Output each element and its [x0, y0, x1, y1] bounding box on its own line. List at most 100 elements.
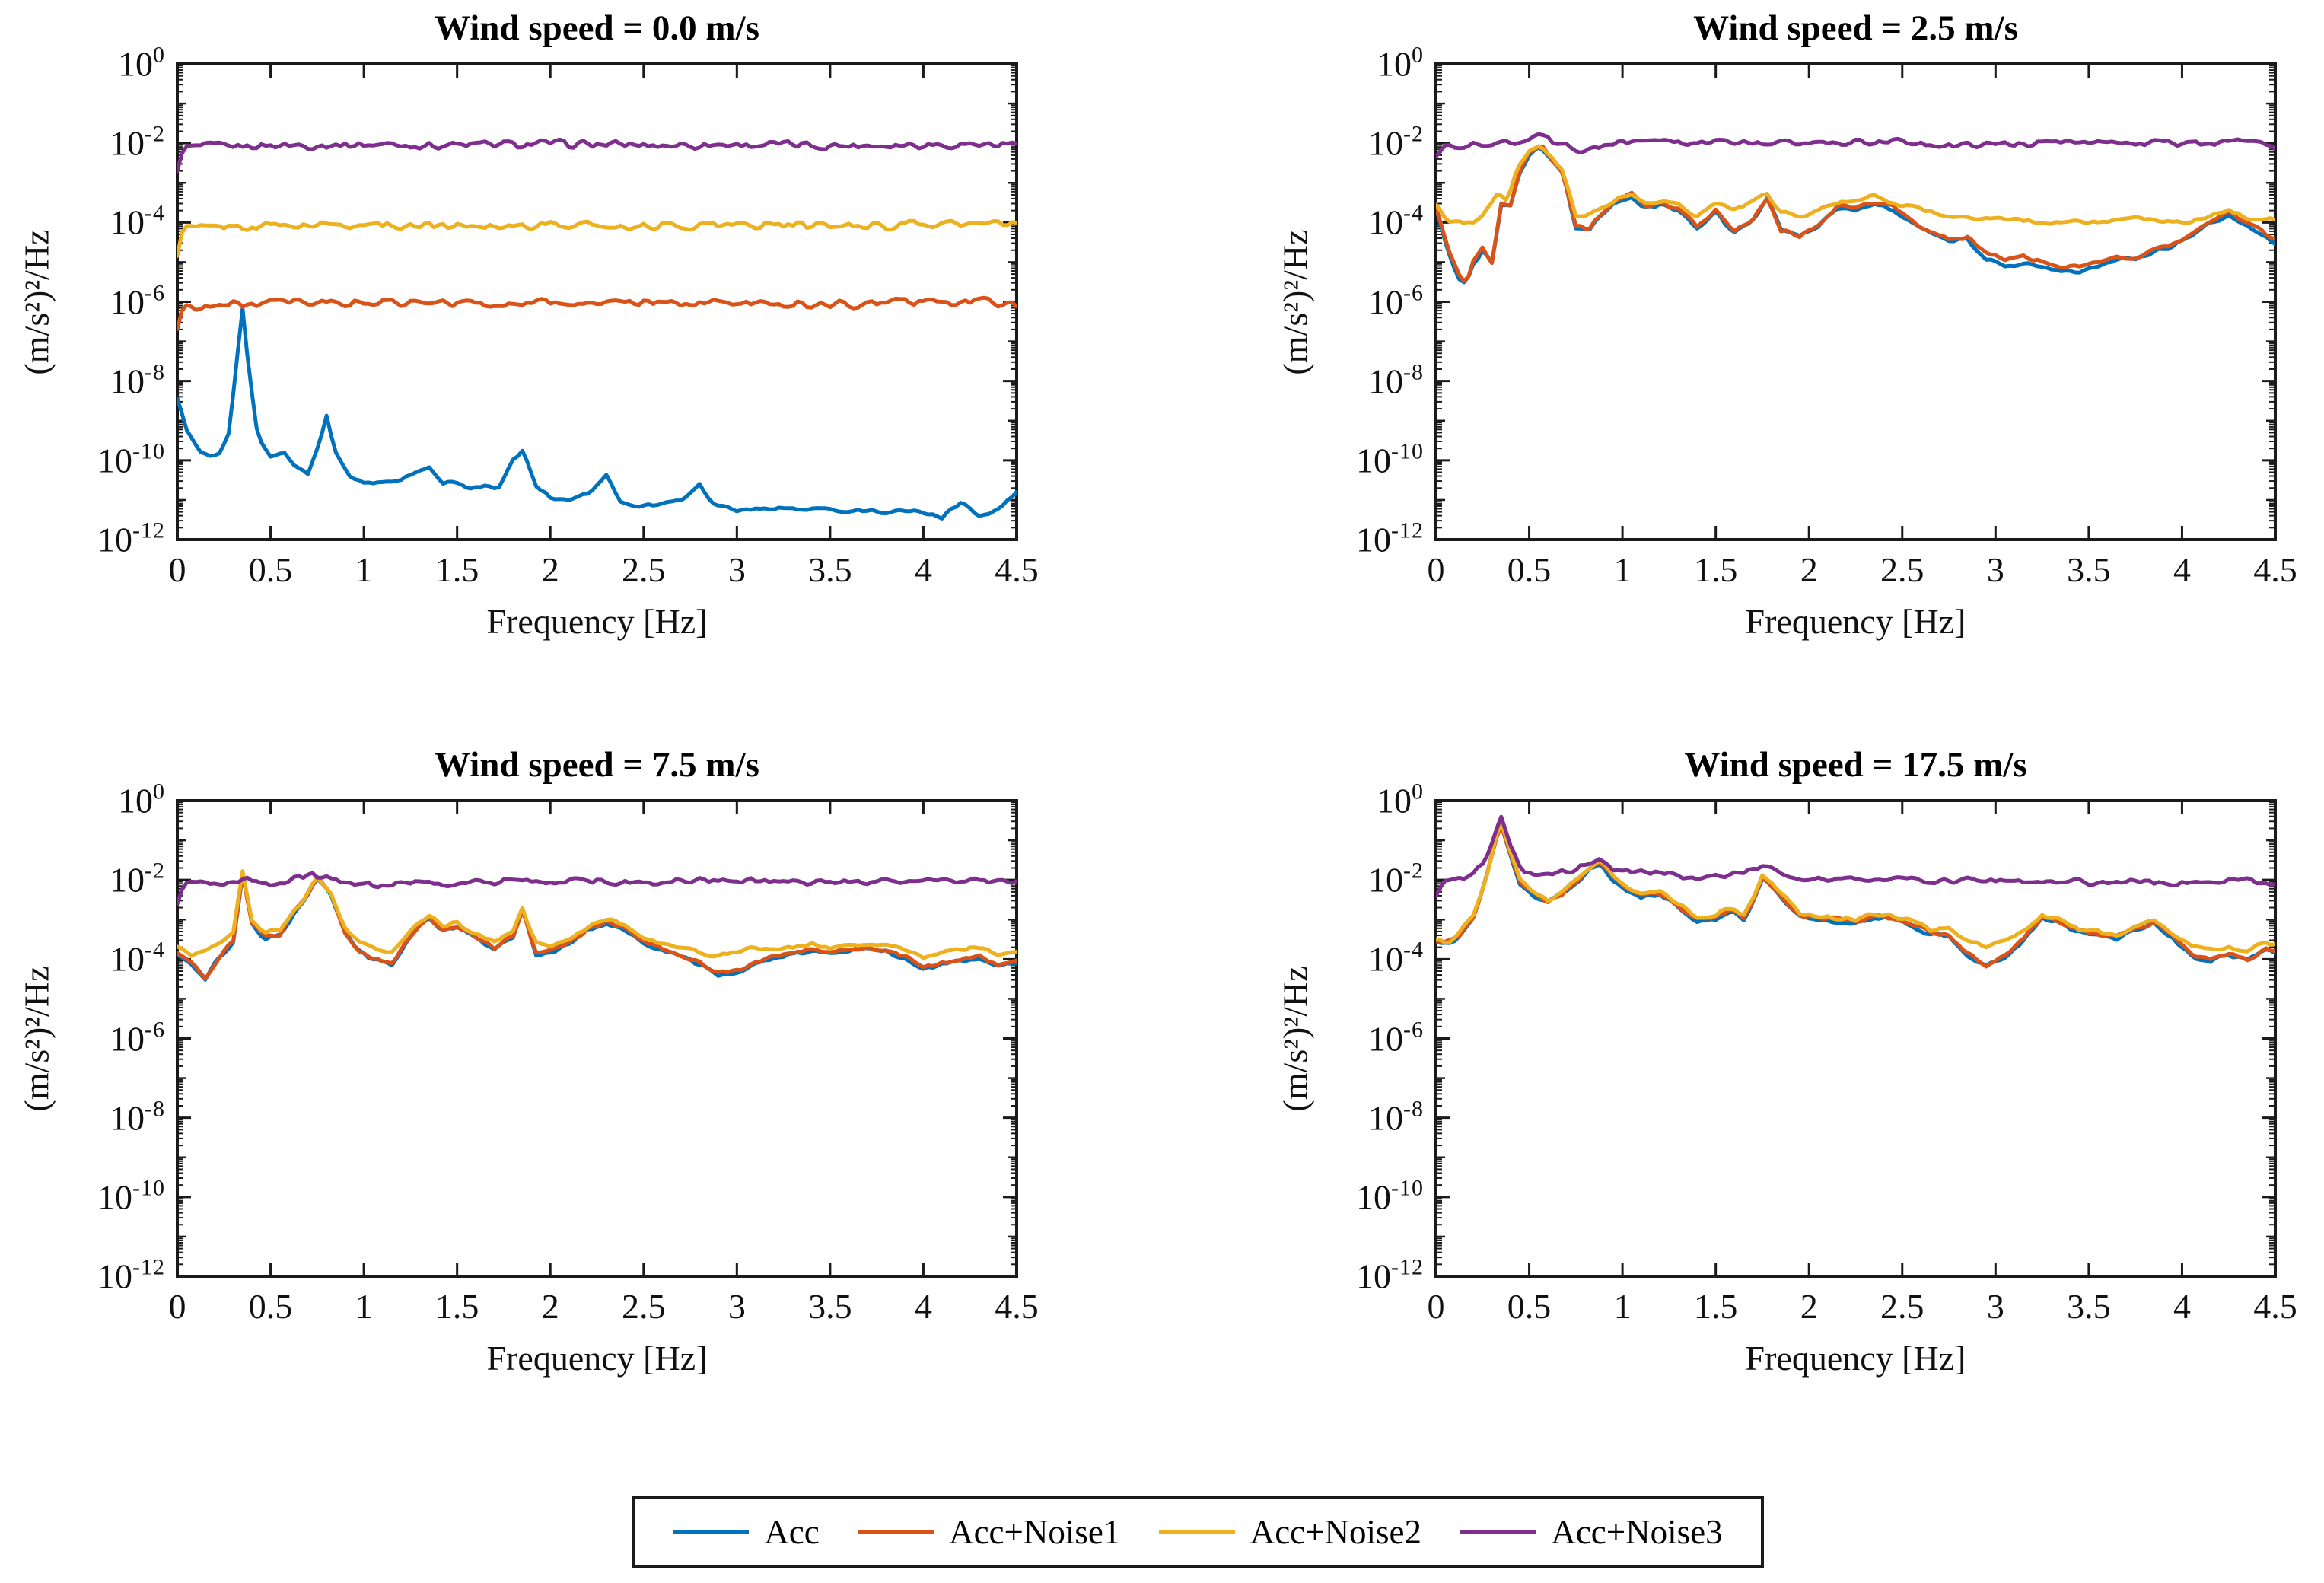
y-tick-label: 10-2 — [110, 858, 165, 900]
x-tick-label: 3.5 — [2067, 550, 2111, 589]
series-line-acc-noise1 — [1436, 144, 2275, 283]
y-tick-label: 100 — [1377, 779, 1424, 820]
y-tick-label: 10-2 — [110, 121, 165, 163]
x-tick-label: 1.5 — [1693, 550, 1738, 589]
x-tick-label: 1 — [1613, 550, 1632, 589]
series-line-acc-noise1 — [1436, 823, 2275, 969]
subplot-title: Wind speed = 2.5 m/s — [1693, 8, 2018, 48]
y-axis-label: (m/s²)²/Hz — [17, 965, 56, 1112]
x-tick-label: 3.5 — [808, 1287, 852, 1326]
legend-label: Acc+Noise1 — [949, 1513, 1121, 1551]
x-tick-label: 4 — [914, 1287, 932, 1326]
subplot-title: Wind speed = 0.0 m/s — [435, 8, 759, 48]
series-line-acc-noise3 — [177, 137, 1017, 174]
subplot-wind-0.0: Wind speed = 0.0 m/s 100 10-2 10-4 10-6 10-8… — [18, 8, 1039, 641]
axis-ticks — [1434, 799, 2277, 1278]
legend-line-swatch — [1460, 1530, 1536, 1534]
subplot-title: Wind speed = 7.5 m/s — [435, 745, 759, 785]
series-line-acc-noise3 — [177, 871, 1017, 906]
axis-ticks — [1434, 62, 2277, 541]
series-line-acc — [177, 306, 1017, 521]
x-tick-label: 2 — [1800, 550, 1818, 589]
y-tick-label: 100 — [1377, 42, 1424, 84]
y-tick-label: 10-4 — [110, 937, 165, 979]
y-tick-label: 10-8 — [110, 1096, 165, 1138]
x-axis-tick-labels: 0 0.5 1 1.5 2 2.5 3 3.5 4 4.5 — [1428, 1286, 2297, 1330]
x-tick-label: 1.5 — [435, 1287, 479, 1326]
y-tick-label: 10-2 — [1368, 121, 1424, 163]
legend-label: Acc+Noise3 — [1551, 1513, 1723, 1551]
y-axis-label: (m/s²)²/Hz — [1275, 965, 1315, 1112]
x-tick-label: 2 — [1800, 1287, 1818, 1326]
x-tick-label: 0 — [168, 1287, 186, 1326]
y-tick-label: 100 — [118, 779, 165, 820]
plot-area — [176, 62, 1018, 541]
legend-label: Acc — [764, 1513, 820, 1551]
x-axis-label: Frequency [Hz] — [486, 1339, 708, 1378]
y-tick-label: 10-12 — [1356, 1254, 1424, 1296]
legend-line-swatch — [673, 1530, 750, 1534]
axes-box — [176, 799, 1018, 1278]
legend-box: Acc Acc+Noise1 Acc+Noise2 Acc+Noise3 — [632, 1496, 1764, 1568]
y-tick-label: 10-8 — [1368, 1096, 1424, 1138]
y-tick-label: 10-10 — [1356, 1175, 1424, 1217]
y-tick-label: 10-6 — [1368, 280, 1424, 322]
subplot-wind-2.5: Wind speed = 2.5 m/s 100 10-2 10-4 10-6 10-8… — [1276, 8, 2297, 641]
y-tick-label: 100 — [118, 42, 165, 84]
x-tick-label: 4 — [2173, 550, 2191, 589]
y-tick-label: 10-8 — [110, 359, 165, 401]
x-tick-label: 1 — [1613, 1287, 1632, 1326]
y-tick-label: 10-10 — [97, 1175, 165, 1217]
y-tick-label: 10-8 — [1368, 359, 1424, 401]
x-tick-label: 0 — [1427, 1287, 1445, 1326]
x-tick-label: 0.5 — [1507, 1287, 1552, 1326]
x-tick-label: 1.5 — [435, 550, 479, 589]
x-axis-tick-labels: 0 0.5 1 1.5 2 2.5 3 3.5 4 4.5 — [169, 549, 1039, 594]
subplot-title: Wind speed = 17.5 m/s — [1684, 745, 2027, 785]
y-tick-label: 10-4 — [1368, 200, 1424, 242]
x-tick-label: 0 — [1427, 550, 1445, 589]
x-tick-label: 4.5 — [995, 550, 1039, 589]
x-tick-label: 0.5 — [248, 550, 293, 589]
series-line-acc-noise2 — [177, 869, 1017, 960]
y-tick-label: 10-12 — [97, 1254, 165, 1296]
series-line-acc-noise2 — [1436, 820, 2275, 954]
x-tick-label: 1 — [355, 1287, 373, 1326]
legend-item-acc-noise1: Acc+Noise1 — [858, 1512, 1120, 1552]
plot-area — [176, 799, 1018, 1278]
subplot-wind-17.5: Wind speed = 17.5 m/s 100 10-2 10-4 10-6 10-… — [1276, 745, 2297, 1378]
x-axis-label: Frequency [Hz] — [1745, 1339, 1966, 1378]
y-tick-label: 10-6 — [1368, 1017, 1424, 1059]
legend-item-acc-noise3: Acc+Noise3 — [1460, 1512, 1723, 1552]
x-tick-label: 2 — [541, 550, 559, 589]
legend-line-swatch — [1158, 1530, 1235, 1534]
x-tick-label: 1.5 — [1693, 1287, 1738, 1326]
axis-ticks — [176, 799, 1018, 1278]
x-axis-label: Frequency [Hz] — [1745, 602, 1966, 641]
series-line-acc-noise3 — [1436, 814, 2275, 898]
x-tick-label: 3 — [1986, 550, 2004, 589]
x-tick-label: 2.5 — [622, 1287, 666, 1326]
x-axis-tick-labels: 0 0.5 1 1.5 2 2.5 3 3.5 4 4.5 — [1428, 549, 2297, 594]
x-tick-label: 4 — [2173, 1287, 2191, 1326]
x-axis-label: Frequency [Hz] — [486, 602, 708, 641]
x-tick-label: 2 — [541, 1287, 559, 1326]
legend-item-acc: Acc — [673, 1512, 820, 1552]
y-tick-label: 10-2 — [1368, 858, 1424, 900]
y-tick-label: 10-10 — [97, 438, 165, 480]
y-tick-label: 10-4 — [110, 200, 165, 242]
subplot-wind-7.5: Wind speed = 7.5 m/s 100 10-2 10-4 10-6 10-8… — [18, 745, 1039, 1378]
plot-area — [1434, 799, 2277, 1278]
y-tick-label: 10-6 — [110, 1017, 165, 1059]
y-axis-label: (m/s²)²/Hz — [1275, 228, 1315, 375]
plot-area — [1434, 62, 2277, 541]
x-tick-label: 4.5 — [2253, 1287, 2297, 1326]
axes-box — [1434, 62, 2277, 541]
x-tick-label: 0.5 — [1507, 550, 1552, 589]
x-tick-label: 2.5 — [1880, 550, 1924, 589]
legend-label: Acc+Noise2 — [1250, 1513, 1422, 1551]
x-tick-label: 3.5 — [2067, 1287, 2111, 1326]
x-tick-label: 4.5 — [995, 1287, 1039, 1326]
x-tick-label: 3 — [1986, 1287, 2004, 1326]
